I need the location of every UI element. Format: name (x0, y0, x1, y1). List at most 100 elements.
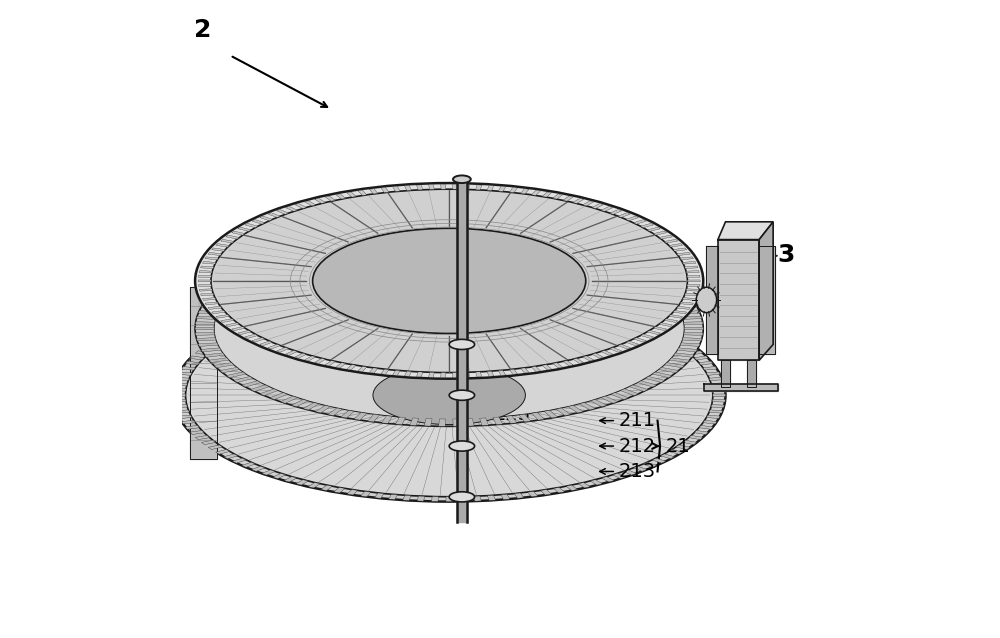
Ellipse shape (195, 183, 703, 379)
Polygon shape (381, 416, 392, 424)
Polygon shape (676, 445, 690, 450)
Polygon shape (202, 440, 216, 445)
Polygon shape (212, 246, 215, 297)
Polygon shape (216, 244, 229, 247)
Polygon shape (638, 381, 657, 387)
Polygon shape (694, 260, 696, 311)
Polygon shape (242, 381, 261, 387)
Polygon shape (369, 368, 378, 373)
Polygon shape (284, 308, 297, 314)
Polygon shape (669, 315, 682, 318)
Polygon shape (657, 226, 662, 278)
Polygon shape (202, 262, 216, 264)
Polygon shape (684, 322, 703, 325)
Polygon shape (328, 408, 342, 415)
Polygon shape (358, 190, 367, 195)
Polygon shape (706, 246, 718, 354)
Polygon shape (173, 389, 186, 391)
Polygon shape (424, 231, 432, 239)
Polygon shape (202, 346, 216, 350)
Polygon shape (403, 495, 411, 500)
Polygon shape (501, 186, 511, 235)
Polygon shape (417, 372, 423, 377)
Polygon shape (645, 221, 651, 271)
Polygon shape (677, 348, 697, 352)
Polygon shape (506, 416, 517, 424)
Polygon shape (220, 285, 240, 290)
Polygon shape (453, 373, 458, 378)
Polygon shape (236, 226, 242, 278)
Polygon shape (252, 338, 265, 342)
Polygon shape (664, 239, 678, 243)
Polygon shape (368, 235, 379, 243)
Polygon shape (703, 366, 717, 370)
Polygon shape (208, 341, 222, 346)
Polygon shape (202, 260, 204, 311)
Polygon shape (201, 293, 214, 296)
Polygon shape (431, 496, 438, 501)
Polygon shape (711, 404, 724, 408)
Polygon shape (270, 392, 288, 399)
Polygon shape (347, 192, 356, 197)
Polygon shape (466, 419, 474, 426)
Polygon shape (242, 223, 247, 274)
Ellipse shape (696, 287, 717, 313)
Polygon shape (556, 408, 571, 415)
Polygon shape (219, 239, 223, 290)
Polygon shape (602, 477, 614, 482)
Polygon shape (573, 197, 581, 246)
Polygon shape (687, 275, 700, 278)
Polygon shape (563, 360, 573, 366)
Polygon shape (623, 315, 636, 321)
Polygon shape (519, 414, 531, 422)
Polygon shape (613, 312, 626, 317)
Polygon shape (315, 359, 325, 364)
Polygon shape (498, 186, 506, 191)
Polygon shape (417, 496, 425, 501)
Polygon shape (618, 212, 630, 218)
Polygon shape (212, 248, 225, 251)
Polygon shape (291, 399, 308, 407)
Polygon shape (659, 235, 672, 239)
Polygon shape (566, 485, 578, 491)
Polygon shape (645, 274, 665, 281)
Polygon shape (361, 293, 371, 299)
Polygon shape (209, 358, 229, 362)
Polygon shape (389, 291, 397, 296)
Polygon shape (759, 246, 775, 354)
Polygon shape (629, 385, 648, 392)
Polygon shape (674, 300, 694, 304)
Ellipse shape (373, 366, 525, 424)
Polygon shape (431, 289, 438, 294)
Polygon shape (286, 350, 297, 355)
Polygon shape (199, 289, 212, 291)
Polygon shape (709, 410, 723, 413)
Polygon shape (185, 426, 199, 429)
Polygon shape (227, 233, 232, 284)
Text: 211: 211 (618, 411, 655, 430)
Polygon shape (579, 247, 595, 255)
Polygon shape (416, 185, 425, 233)
Polygon shape (273, 312, 286, 317)
Polygon shape (208, 445, 222, 450)
Polygon shape (260, 341, 272, 346)
Polygon shape (195, 322, 215, 325)
Polygon shape (589, 201, 597, 251)
Polygon shape (195, 435, 210, 440)
Polygon shape (232, 327, 246, 332)
Polygon shape (277, 348, 289, 352)
Polygon shape (234, 274, 253, 281)
Polygon shape (563, 196, 573, 201)
Text: 221: 221 (494, 380, 531, 398)
Polygon shape (610, 209, 622, 214)
Polygon shape (195, 327, 214, 330)
Polygon shape (544, 410, 558, 418)
Polygon shape (242, 270, 261, 276)
Polygon shape (369, 189, 378, 194)
Polygon shape (295, 204, 306, 209)
Polygon shape (196, 316, 216, 320)
Polygon shape (336, 194, 346, 199)
Polygon shape (601, 207, 613, 211)
Polygon shape (247, 221, 253, 271)
Polygon shape (473, 185, 483, 233)
